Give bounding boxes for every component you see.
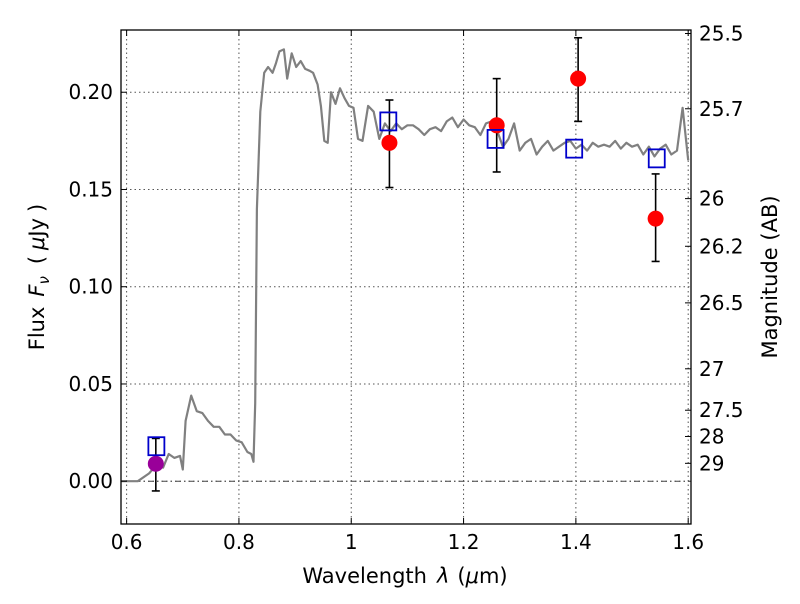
plot-frame [120,29,692,525]
mag-tick-label: 26.2 [699,234,744,258]
observed-point [488,117,505,134]
model-spectrum-line [121,48,690,483]
y-tick-label: 0.20 [68,80,113,104]
x-tick-label: 1 [345,530,358,554]
x-tick-label: 1.2 [448,530,480,554]
series-layer [121,48,690,483]
mag-tick-label: 27 [699,357,724,381]
marker-layer [147,36,666,492]
y-tick-label: 0.00 [68,469,113,493]
observed-point [647,210,664,227]
mag-tick-label: 26.5 [699,291,744,315]
y-tick-label: 0.05 [68,372,113,396]
synthetic-point [565,138,584,159]
mag-tick-label: 29 [699,451,724,475]
grid-layer [121,30,691,524]
y2-axis-label: Magnitude (AB) [758,195,782,358]
synthetic-point [379,111,398,132]
x-tick-label: 1.4 [560,530,592,554]
observed-point [381,134,398,151]
x-axis-label: Wavelength λ (μm) [302,564,507,588]
optical-point [147,455,164,472]
tick-layer: 0.6 0.8 1 1.2 1.4 1.6 0.00 0.05 0.10 0.15 0.20 25.5… [68,22,743,554]
mag-tick-label: 26 [699,187,724,211]
mag-tick-label: 25.7 [699,97,744,121]
y-tick-label: 0.15 [68,177,113,201]
x-tick-label: 0.8 [223,530,255,554]
y-axis-label: FluxFν(μJy) [25,204,53,351]
observed-point [570,70,587,87]
x-tick-label: 1.6 [672,530,704,554]
x-tick-label: 0.6 [111,530,143,554]
synthetic-point [147,436,166,457]
mag-tick-label: 28 [699,424,724,448]
y-tick-label: 0.10 [68,275,113,299]
synthetic-point [647,148,666,169]
mag-tick-label: 27.5 [699,398,744,422]
synthetic-point [486,129,505,149]
mag-tick-label: 25.5 [699,22,744,46]
